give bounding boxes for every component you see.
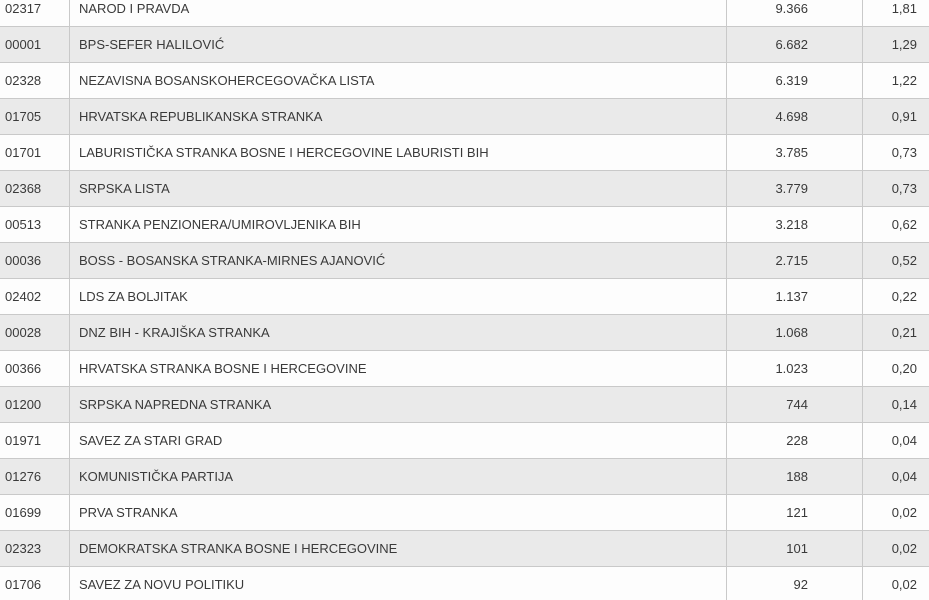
table-row: 01701 LABURISTIČKA STRANKA BOSNE I HERCE… xyxy=(0,135,929,171)
table-row: 02368 SRPSKA LISTA 3.779 0,73 xyxy=(0,171,929,207)
party-code-cell: 02328 xyxy=(5,73,42,88)
table-row: 00036 BOSS - BOSANSKA STRANKA-MIRNES AJA… xyxy=(0,243,929,279)
percent-cell: 0,21 xyxy=(862,315,929,350)
party-code-cell: 01200 xyxy=(5,397,42,412)
percent-cell: 0,62 xyxy=(862,207,929,242)
party-code-cell: 01971 xyxy=(5,433,42,448)
votes-cell: 1.023 xyxy=(726,351,862,386)
percent-cell: 0,52 xyxy=(862,243,929,278)
party-code-cell: 00036 xyxy=(5,253,42,268)
party-name-cell: SRPSKA NAPREDNA STRANKA xyxy=(69,387,726,422)
party-name-cell: SAVEZ ZA STARI GRAD xyxy=(69,423,726,458)
party-code-cell: 01699 xyxy=(5,505,42,520)
percent-cell: 0,02 xyxy=(862,531,929,566)
percent-cell: 0,73 xyxy=(862,135,929,170)
table-row: 00366 HRVATSKA STRANKA BOSNE I HERCEGOVI… xyxy=(0,351,929,387)
party-name-cell: NAROD I PRAVDA xyxy=(69,0,726,26)
party-name-cell: DEMOKRATSKA STRANKA BOSNE I HERCEGOVINE xyxy=(69,531,726,566)
table-row: 02323 DEMOKRATSKA STRANKA BOSNE I HERCEG… xyxy=(0,531,929,567)
votes-cell: 3.218 xyxy=(726,207,862,242)
votes-cell: 9.366 xyxy=(726,0,862,26)
party-name-cell: PRVA STRANKA xyxy=(69,495,726,530)
table-row: 02402 LDS ZA BOLJITAK 1.137 0,22 xyxy=(0,279,929,315)
table-row: 01276 KOMUNISTIČKA PARTIJA 188 0,04 xyxy=(0,459,929,495)
percent-cell: 1,81 xyxy=(862,0,929,26)
percent-cell: 0,73 xyxy=(862,171,929,206)
table-row: 01971 SAVEZ ZA STARI GRAD 228 0,04 xyxy=(0,423,929,459)
percent-cell: 0,20 xyxy=(862,351,929,386)
votes-cell: 6.682 xyxy=(726,27,862,62)
votes-cell: 121 xyxy=(726,495,862,530)
percent-cell: 0,22 xyxy=(862,279,929,314)
table-row: 01699 PRVA STRANKA 121 0,02 xyxy=(0,495,929,531)
party-name-cell: LDS ZA BOLJITAK xyxy=(69,279,726,314)
party-code-cell: 01706 xyxy=(5,577,42,592)
party-name-cell: KOMUNISTIČKA PARTIJA xyxy=(69,459,726,494)
party-code-cell: 00028 xyxy=(5,325,42,340)
party-code-cell: 02323 xyxy=(5,541,42,556)
party-name-cell: STRANKA PENZIONERA/UMIROVLJENIKA BIH xyxy=(69,207,726,242)
votes-cell: 188 xyxy=(726,459,862,494)
party-code-cell: 02402 xyxy=(5,289,42,304)
table-row: 00513 STRANKA PENZIONERA/UMIROVLJENIKA B… xyxy=(0,207,929,243)
party-code-cell: 01705 xyxy=(5,109,42,124)
votes-cell: 2.715 xyxy=(726,243,862,278)
party-name-cell: BPS-SEFER HALILOVIĆ xyxy=(69,27,726,62)
table-row: 02328 NEZAVISNA BOSANSKOHERCEGOVAČKA LIS… xyxy=(0,63,929,99)
votes-cell: 4.698 xyxy=(726,99,862,134)
party-code-cell: 00001 xyxy=(5,37,42,52)
party-name-cell: DNZ BIH - KRAJIŠKA STRANKA xyxy=(69,315,726,350)
votes-cell: 3.779 xyxy=(726,171,862,206)
party-name-cell: HRVATSKA STRANKA BOSNE I HERCEGOVINE xyxy=(69,351,726,386)
votes-cell: 6.319 xyxy=(726,63,862,98)
percent-cell: 1,29 xyxy=(862,27,929,62)
party-code-cell: 00513 xyxy=(5,217,42,232)
party-code-cell: 02368 xyxy=(5,181,42,196)
percent-cell: 0,04 xyxy=(862,459,929,494)
percent-cell: 0,91 xyxy=(862,99,929,134)
table-row: 01705 HRVATSKA REPUBLIKANSKA STRANKA 4.6… xyxy=(0,99,929,135)
votes-cell: 92 xyxy=(726,567,862,600)
party-name-cell: NEZAVISNA BOSANSKOHERCEGOVAČKA LISTA xyxy=(69,63,726,98)
votes-cell: 228 xyxy=(726,423,862,458)
party-code-cell: 00366 xyxy=(5,361,42,376)
party-code-cell: 01701 xyxy=(5,145,42,160)
votes-cell: 3.785 xyxy=(726,135,862,170)
party-name-cell: BOSS - BOSANSKA STRANKA-MIRNES AJANOVIĆ xyxy=(69,243,726,278)
percent-cell: 0,02 xyxy=(862,567,929,600)
percent-cell: 0,14 xyxy=(862,387,929,422)
table-row: 01706 SAVEZ ZA NOVU POLITIKU 92 0,02 xyxy=(0,567,929,600)
party-name-cell: HRVATSKA REPUBLIKANSKA STRANKA xyxy=(69,99,726,134)
table-row: 00028 DNZ BIH - KRAJIŠKA STRANKA 1.068 0… xyxy=(0,315,929,351)
votes-cell: 1.068 xyxy=(726,315,862,350)
percent-cell: 0,02 xyxy=(862,495,929,530)
votes-cell: 1.137 xyxy=(726,279,862,314)
votes-cell: 101 xyxy=(726,531,862,566)
party-name-cell: SRPSKA LISTA xyxy=(69,171,726,206)
table-row: 01200 SRPSKA NAPREDNA STRANKA 744 0,14 xyxy=(0,387,929,423)
percent-cell: 1,22 xyxy=(862,63,929,98)
party-name-cell: SAVEZ ZA NOVU POLITIKU xyxy=(69,567,726,600)
party-code-cell: 02317 xyxy=(5,1,42,16)
table-row: 00001 BPS-SEFER HALILOVIĆ 6.682 1,29 xyxy=(0,27,929,63)
party-name-cell: LABURISTIČKA STRANKA BOSNE I HERCEGOVINE… xyxy=(69,135,726,170)
party-code-cell: 01276 xyxy=(5,469,42,484)
percent-cell: 0,04 xyxy=(862,423,929,458)
table-row: 02317 NAROD I PRAVDA 9.366 1,81 xyxy=(0,0,929,27)
votes-cell: 744 xyxy=(726,387,862,422)
